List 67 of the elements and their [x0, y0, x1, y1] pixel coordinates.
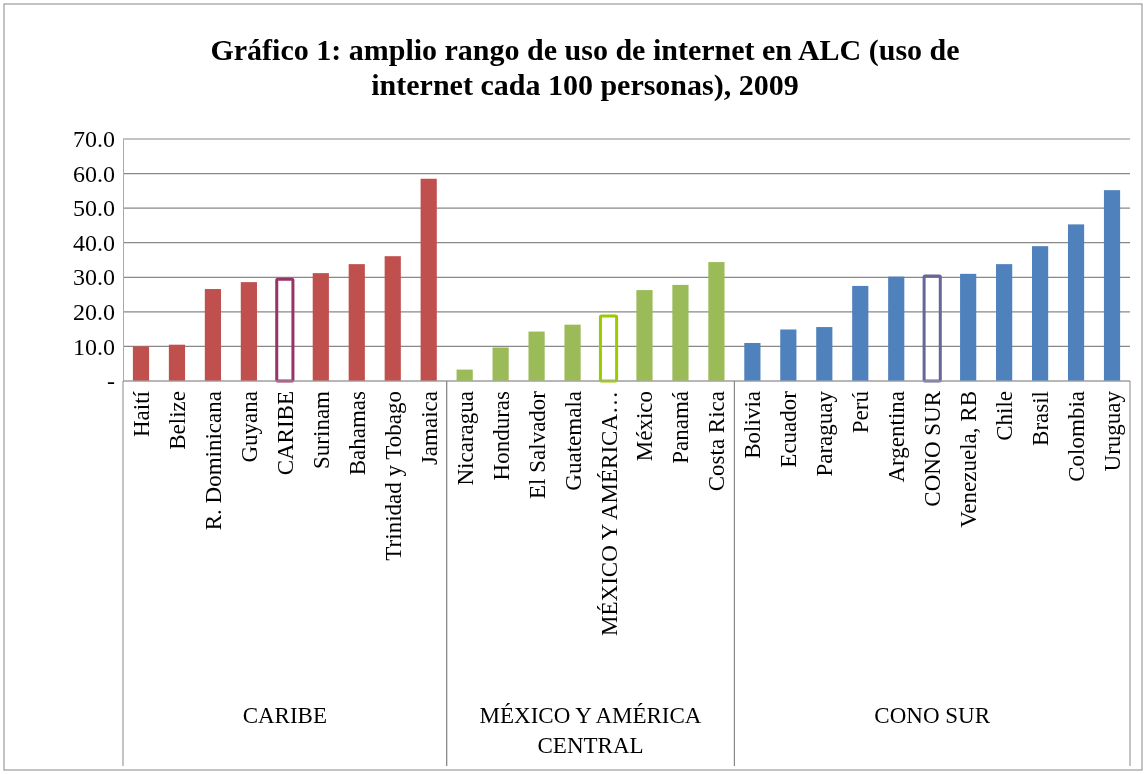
x-tick-label: CONO SUR: [920, 390, 946, 507]
bar: [888, 276, 905, 381]
bar: [275, 277, 295, 383]
bar: [708, 262, 725, 381]
bar: [1032, 246, 1049, 381]
x-tick-label: CARIBE: [272, 391, 298, 476]
bar: [852, 285, 869, 381]
text: MÉXICO Y AMÉRICA CENTRAL: [479, 703, 702, 758]
bar: [528, 331, 545, 381]
bar: [1103, 190, 1121, 381]
x-tick-label: R. Dominicana: [200, 391, 226, 531]
x-tick-label: Perú: [848, 390, 874, 434]
bar: [816, 327, 833, 381]
bar: [672, 284, 689, 381]
x-tick-label: Nicaragua: [452, 391, 478, 486]
y-tick-label: 20.0: [73, 299, 115, 326]
x-tick-label: MÉXICO Y AMÉRICA…: [596, 391, 622, 636]
x-tick-label: Ecuador: [776, 390, 802, 468]
y-tick-label: 30.0: [73, 264, 115, 291]
x-tick-label: Colombia: [1064, 391, 1090, 482]
y-tick-label: 70.0: [73, 126, 115, 153]
text: CONO SUR: [874, 703, 991, 728]
bar: [960, 273, 977, 381]
bar: [312, 273, 329, 381]
x-tick-label: Jamaica: [416, 391, 442, 466]
x-tick-label: Surinam: [308, 390, 334, 469]
y-tick-label: 10.0: [73, 333, 115, 360]
x-tick-label: Venezuela, RB: [956, 391, 982, 528]
bar: [1067, 224, 1085, 381]
x-tick-label: Bahamas: [344, 390, 370, 476]
bar: [204, 289, 221, 381]
bar: [996, 264, 1013, 381]
bar: [922, 274, 942, 383]
bar: [168, 344, 186, 381]
bar: [598, 314, 619, 383]
bar: [636, 290, 653, 381]
x-tick-label: Uruguay: [1100, 390, 1126, 472]
x-tick-label: Costa Rica: [704, 391, 730, 492]
x-tick-label: Trinidad y Tobago: [380, 391, 406, 561]
y-tick-label: 40.0: [73, 229, 115, 256]
x-tick-label: Chile: [992, 391, 1018, 441]
y-tick-label: 60.0: [73, 160, 115, 187]
y-tick-label: -: [107, 368, 115, 395]
bar: [780, 329, 797, 381]
bar: [132, 346, 150, 381]
bar: [744, 342, 761, 381]
x-tick-label: Honduras: [488, 390, 514, 481]
bar: [564, 324, 581, 381]
bar: [384, 256, 401, 381]
bar: [240, 282, 257, 381]
text: CARIBE: [242, 703, 328, 728]
x-tick-label: Guyana: [236, 391, 262, 463]
x-tick-label: Brasil: [1028, 391, 1054, 446]
y-tick-label: 50.0: [73, 195, 115, 222]
x-tick-label: México: [632, 391, 658, 462]
chart-title: Gráfico 1: amplio rango de uso de internet en ALC (uso de internet cada 100 personas), 2009: [210, 33, 960, 102]
x-tick-label: Argentina: [884, 391, 910, 483]
bar: [492, 347, 509, 381]
x-tick-label: Guatemala: [560, 391, 586, 491]
bar: [348, 264, 365, 381]
x-tick-label: Paraguay: [812, 390, 838, 477]
x-tick-label: El Salvador: [524, 390, 550, 499]
bar: [420, 178, 437, 381]
x-tick-label: Bolivia: [740, 391, 766, 459]
x-tick-label: Panamá: [668, 391, 694, 464]
x-tick-label: Belize: [164, 391, 190, 450]
x-tick-label: Haití: [128, 390, 154, 437]
